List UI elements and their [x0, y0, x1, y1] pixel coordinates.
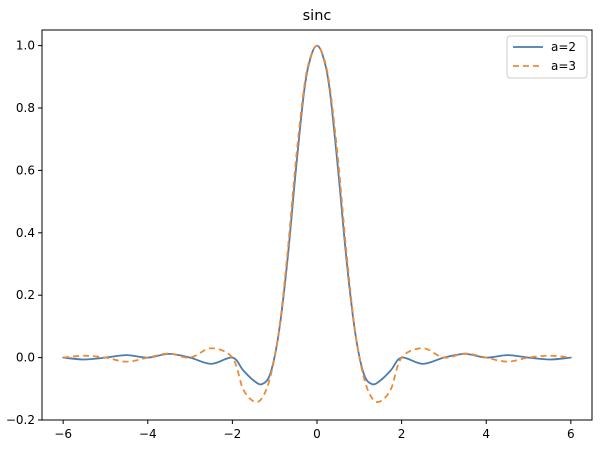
y-tick-label: −0.2 [6, 413, 35, 427]
x-tick-label: 4 [482, 427, 490, 441]
x-tick-label: 6 [567, 427, 575, 441]
series-line-a-3 [63, 44, 571, 403]
y-axis: −0.2 0.0 0.2 0.4 0.6 0.8 1.0 [6, 39, 42, 427]
legend-label-a3: a=3 [551, 59, 576, 73]
y-tick-label: 1.0 [16, 39, 35, 53]
chart-title: sinc [303, 8, 332, 24]
series-layer [62, 44, 572, 403]
x-axis: −6 −4 −2 0 2 4 6 [54, 420, 575, 441]
legend: a=2 a=3 [506, 35, 588, 79]
x-tick-label: 0 [313, 427, 321, 441]
y-tick-label: 0.2 [16, 288, 35, 302]
y-tick-label: 0.4 [16, 226, 35, 240]
legend-label-a2: a=2 [551, 40, 576, 54]
x-tick-label: 2 [398, 427, 406, 441]
y-tick-label: 0.6 [16, 163, 35, 177]
x-tick-label: −2 [224, 427, 242, 441]
x-tick-label: −4 [139, 427, 157, 441]
y-tick-label: 0.0 [16, 351, 35, 365]
x-tick-label: −6 [54, 427, 72, 441]
y-tick-label: 0.8 [16, 101, 35, 115]
